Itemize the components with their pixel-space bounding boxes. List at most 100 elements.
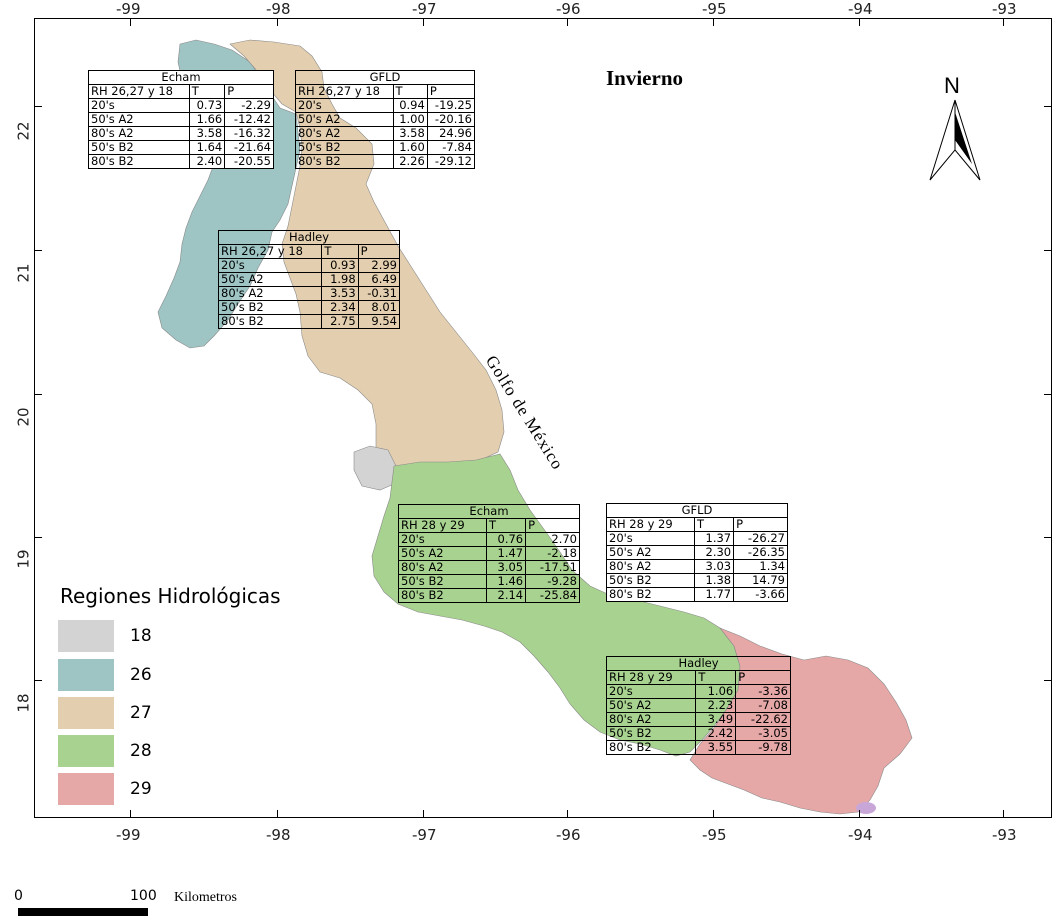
table-cell: 2.34 — [321, 300, 359, 315]
table-row-label: 50's A2 — [606, 545, 695, 560]
table-cell: -2.18 — [525, 546, 580, 561]
y-tick-label: 21 — [14, 263, 33, 283]
table-header-cell: T — [188, 84, 226, 99]
table-model-name: GFLD — [606, 503, 788, 518]
table-header-cell: P — [224, 84, 274, 99]
table-title-row: GFLD — [606, 503, 788, 518]
table-model-name: Hadley — [606, 656, 791, 671]
table-row-label: 80's A2 — [398, 560, 487, 575]
table-row-label: 80's B2 — [605, 740, 697, 755]
x-tick-label-bottom: -98 — [266, 826, 291, 844]
table-cell: -2.29 — [224, 98, 274, 113]
table-cell: 1.60 — [392, 140, 428, 155]
table-row: 50's B2 2.34 8.01 — [217, 300, 401, 315]
table-header-cell: T — [693, 517, 735, 532]
table-row-label: 50's B2 — [217, 300, 323, 315]
table-cell: 3.53 — [321, 286, 359, 301]
table-gfld-rh28: GFLD RH 28 y 29 T P 20's 1.37 -26.27 50's A2 2.3… — [606, 503, 788, 602]
table-row-label: 20's — [606, 531, 695, 546]
legend-swatch-28 — [58, 735, 114, 767]
x-tick-label-top: -93 — [992, 0, 1017, 18]
table-header-cell: RH 26,27 y 18 — [88, 84, 190, 99]
legend-label: 27 — [130, 703, 152, 723]
table-cell: -29.12 — [426, 154, 476, 169]
table-cell: 1.98 — [321, 272, 359, 287]
legend-label: 28 — [130, 741, 152, 761]
legend-label: 26 — [130, 665, 152, 685]
table-cell: 2.70 — [525, 532, 580, 547]
x-tick-label-top: -99 — [116, 0, 141, 18]
table-cell: -3.05 — [735, 726, 791, 741]
table-row-label: 80's B2 — [88, 154, 190, 169]
table-cell: -9.28 — [525, 574, 580, 589]
map-frame — [34, 18, 1052, 818]
table-row-label: 20's — [295, 98, 394, 113]
x-tick-label-bottom: -94 — [848, 826, 873, 844]
legend-label: 29 — [130, 779, 152, 799]
table-title-row: Echam — [88, 70, 274, 85]
x-tick-label-bottom: -93 — [992, 826, 1017, 844]
table-cell: -12.42 — [224, 112, 274, 127]
table-cell: -22.62 — [735, 712, 791, 727]
table-row: 80's B2 2.26 -29.12 — [295, 154, 476, 169]
table-row-label: 80's A2 — [217, 286, 323, 301]
table-cell: 14.79 — [733, 573, 788, 588]
table-cell: -25.84 — [525, 588, 580, 603]
table-cell: 2.14 — [485, 588, 527, 603]
table-row: 20's 0.93 2.99 — [217, 258, 401, 273]
table-row-label: 50's A2 — [217, 272, 323, 287]
table-header-cell: P — [735, 670, 791, 685]
table-title-row: Hadley — [218, 230, 400, 245]
table-cell: 3.58 — [392, 126, 428, 141]
table-cell: 1.64 — [188, 140, 226, 155]
x-tick-label-top: -98 — [266, 0, 291, 18]
table-row-label: 20's — [605, 684, 697, 699]
table-row: 80's B2 3.55 -9.78 — [605, 740, 791, 755]
table-cell: 1.46 — [485, 574, 527, 589]
table-row-label: 80's B2 — [398, 588, 487, 603]
table-title-row: Hadley — [606, 656, 791, 671]
table-cell: 1.66 — [188, 112, 226, 127]
table-cell: -19.25 — [426, 98, 476, 113]
table-row: 80's B2 2.14 -25.84 — [398, 588, 580, 603]
table-row-label: 50's A2 — [605, 698, 697, 713]
table-row-label: 50's A2 — [88, 112, 190, 127]
table-model-name: Hadley — [218, 230, 400, 245]
table-cell: -0.31 — [357, 286, 401, 301]
table-cell: 0.93 — [321, 258, 359, 273]
table-header-cell: RH 26,27 y 18 — [217, 244, 323, 259]
table-row: 20's 1.06 -3.36 — [605, 684, 791, 699]
x-tick-label-bottom: -99 — [116, 826, 141, 844]
table-row-label: 50's B2 — [605, 726, 697, 741]
table-row-label: 20's — [398, 532, 487, 547]
table-cell: 6.49 — [357, 272, 401, 287]
table-cell: 2.40 — [188, 154, 226, 169]
table-hadley-rh28: Hadley RH 28 y 29 T P 20's 1.06 -3.36 50's A2 2.… — [605, 656, 791, 755]
table-cell: 1.00 — [392, 112, 428, 127]
scale-end: 100 — [130, 888, 157, 904]
table-row-label: 50's B2 — [606, 573, 695, 588]
table-cell: 0.73 — [188, 98, 226, 113]
table-cell: 0.94 — [392, 98, 428, 113]
table-row: 50's A2 2.23 -7.08 — [605, 698, 791, 713]
table-cell: -26.27 — [733, 531, 788, 546]
table-row-label: 20's — [88, 98, 190, 113]
table-header-row: RH 26,27 y 18 T P — [217, 244, 401, 259]
region-29-patch — [856, 802, 876, 814]
table-header-cell: RH 26,27 y 18 — [295, 84, 394, 99]
table-cell: 3.55 — [695, 740, 737, 755]
table-row: 50's B2 1.60 -7.84 — [295, 140, 476, 155]
table-header-row: RH 26,27 y 18 T P — [295, 84, 476, 99]
table-row: 50's B2 1.64 -21.64 — [88, 140, 274, 155]
table-header-row: RH 28 y 29 T P — [606, 517, 788, 532]
scale-unit: Kilometros — [174, 890, 237, 905]
table-row: 50's A2 2.30 -26.35 — [606, 545, 788, 560]
table-cell: -21.64 — [224, 140, 274, 155]
legend-swatch-29 — [58, 773, 114, 805]
table-title-row: Echam — [398, 504, 580, 519]
table-cell: 1.34 — [733, 559, 788, 574]
table-header-cell: RH 28 y 29 — [398, 518, 487, 533]
table-row: 80's B2 2.40 -20.55 — [88, 154, 274, 169]
table-cell: -9.78 — [735, 740, 791, 755]
table-hadley-rh26: Hadley RH 26,27 y 18 T P 20's 0.93 2.99 50's A2… — [217, 230, 401, 329]
